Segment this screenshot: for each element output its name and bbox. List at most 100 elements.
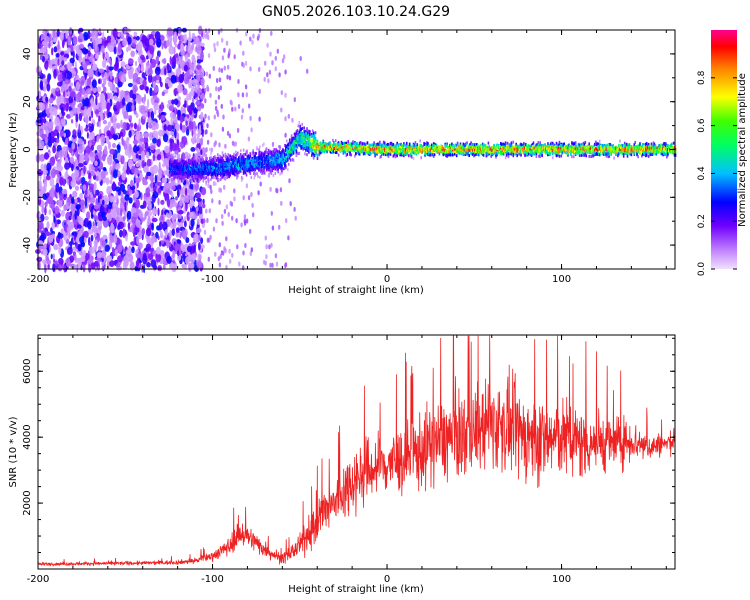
spectral-speckle bbox=[147, 253, 154, 260]
spectral-speckle bbox=[122, 228, 126, 239]
spectral-speckle bbox=[193, 195, 196, 202]
spectral-speckle bbox=[218, 142, 221, 148]
spectral-speckle bbox=[96, 252, 103, 258]
spectral-speckle bbox=[166, 182, 172, 189]
spectral-speckle bbox=[274, 66, 277, 72]
spectral-cell bbox=[296, 129, 299, 133]
spectral-speckle bbox=[173, 116, 178, 124]
spectral-speckle bbox=[53, 258, 56, 263]
spectral-speckle bbox=[148, 201, 152, 210]
spectral-cell bbox=[274, 171, 277, 175]
spectral-cell bbox=[259, 175, 261, 179]
spectral-speckle bbox=[96, 121, 100, 127]
spectral-speckle bbox=[63, 132, 66, 138]
spectral-cell bbox=[352, 140, 354, 144]
spectral-speckle bbox=[171, 228, 175, 236]
spectral-speckle bbox=[151, 222, 154, 231]
spectral-speckle bbox=[74, 210, 77, 220]
spectral-speckle bbox=[179, 122, 183, 131]
spectral-speckle bbox=[45, 96, 48, 102]
spectral-speckle bbox=[112, 181, 116, 191]
spectral-speckle bbox=[55, 53, 60, 58]
spectral-speckle bbox=[71, 264, 78, 270]
spectral-cell bbox=[191, 177, 194, 181]
spectral-speckle bbox=[186, 70, 190, 77]
spectral-cell bbox=[316, 154, 319, 158]
spectral-speckle bbox=[58, 232, 61, 237]
spectral-speckle bbox=[257, 33, 261, 39]
spectral-speckle bbox=[128, 130, 132, 138]
spectral-speckle bbox=[73, 170, 80, 178]
spectral-speckle bbox=[218, 242, 221, 248]
spectral-speckle bbox=[154, 66, 161, 76]
spectral-speckle bbox=[194, 85, 198, 93]
spectral-speckle bbox=[223, 184, 226, 190]
spectral-speckle bbox=[135, 99, 138, 104]
spectral-speckle bbox=[56, 138, 60, 144]
spectral-speckle bbox=[41, 205, 45, 214]
spectral-speckle bbox=[93, 239, 99, 247]
spectral-speckle bbox=[78, 258, 82, 267]
spectral-speckle bbox=[109, 72, 113, 80]
spectral-speckle bbox=[84, 127, 89, 132]
spectral-speckle bbox=[105, 93, 108, 102]
spectral-cell bbox=[205, 175, 207, 179]
spectral-speckle bbox=[191, 137, 195, 145]
spectral-speckle bbox=[78, 54, 83, 64]
spectral-speckle bbox=[147, 216, 151, 225]
spectral-cell bbox=[242, 148, 245, 152]
spectral-speckle bbox=[226, 74, 229, 80]
spectral-speckle bbox=[249, 228, 252, 234]
spectral-speckle bbox=[132, 139, 139, 145]
spectral-speckle bbox=[172, 221, 177, 229]
spectral-cell bbox=[234, 173, 236, 177]
spectral-cell bbox=[239, 153, 242, 157]
spectral-speckle bbox=[100, 170, 106, 180]
spectral-speckle bbox=[85, 197, 87, 208]
spectral-speckle bbox=[204, 129, 207, 135]
spectral-speckle bbox=[194, 79, 199, 84]
spectral-speckle bbox=[147, 98, 150, 109]
spectral-speckle bbox=[196, 227, 202, 234]
spectrogram-marks bbox=[35, 25, 677, 274]
spectral-cell bbox=[249, 152, 252, 156]
spectral-speckle bbox=[77, 145, 84, 154]
spectral-speckle bbox=[131, 215, 137, 224]
spectral-speckle bbox=[201, 203, 206, 209]
spectral-speckle bbox=[82, 98, 85, 108]
spectral-speckle bbox=[135, 199, 141, 209]
spectral-speckle bbox=[182, 186, 185, 197]
spectral-speckle bbox=[77, 244, 82, 252]
spectral-speckle bbox=[213, 42, 216, 48]
spectral-speckle bbox=[105, 135, 110, 145]
spectral-speckle bbox=[245, 183, 249, 189]
spectral-speckle bbox=[218, 67, 221, 73]
spectral-speckle bbox=[244, 60, 248, 66]
spectral-speckle bbox=[65, 137, 69, 145]
spectral-speckle bbox=[126, 46, 129, 53]
spectral-speckle bbox=[275, 261, 279, 267]
spectral-speckle bbox=[271, 60, 274, 66]
spectral-speckle bbox=[237, 104, 241, 109]
spectral-speckle bbox=[70, 203, 76, 213]
spectral-speckle bbox=[109, 148, 116, 155]
spectral-speckle bbox=[242, 250, 245, 256]
spectral-speckle bbox=[128, 44, 132, 52]
spectral-speckle bbox=[44, 43, 47, 54]
spectral-speckle bbox=[116, 72, 120, 79]
spectral-speckle bbox=[142, 255, 148, 265]
spectral-cell bbox=[237, 151, 239, 155]
spectral-speckle bbox=[96, 144, 103, 152]
spectral-speckle bbox=[169, 131, 175, 136]
spectral-speckle bbox=[88, 263, 92, 273]
spectral-cell bbox=[242, 153, 245, 157]
spectral-speckle bbox=[106, 102, 111, 111]
spectral-speckle bbox=[177, 57, 179, 62]
spectral-cell bbox=[287, 168, 289, 172]
spectral-speckle bbox=[112, 169, 118, 179]
spectral-speckle bbox=[240, 222, 243, 228]
spectral-speckle bbox=[183, 76, 190, 85]
spectral-speckle bbox=[269, 186, 272, 192]
spectral-speckle bbox=[93, 231, 97, 238]
spectral-speckle bbox=[177, 96, 182, 101]
